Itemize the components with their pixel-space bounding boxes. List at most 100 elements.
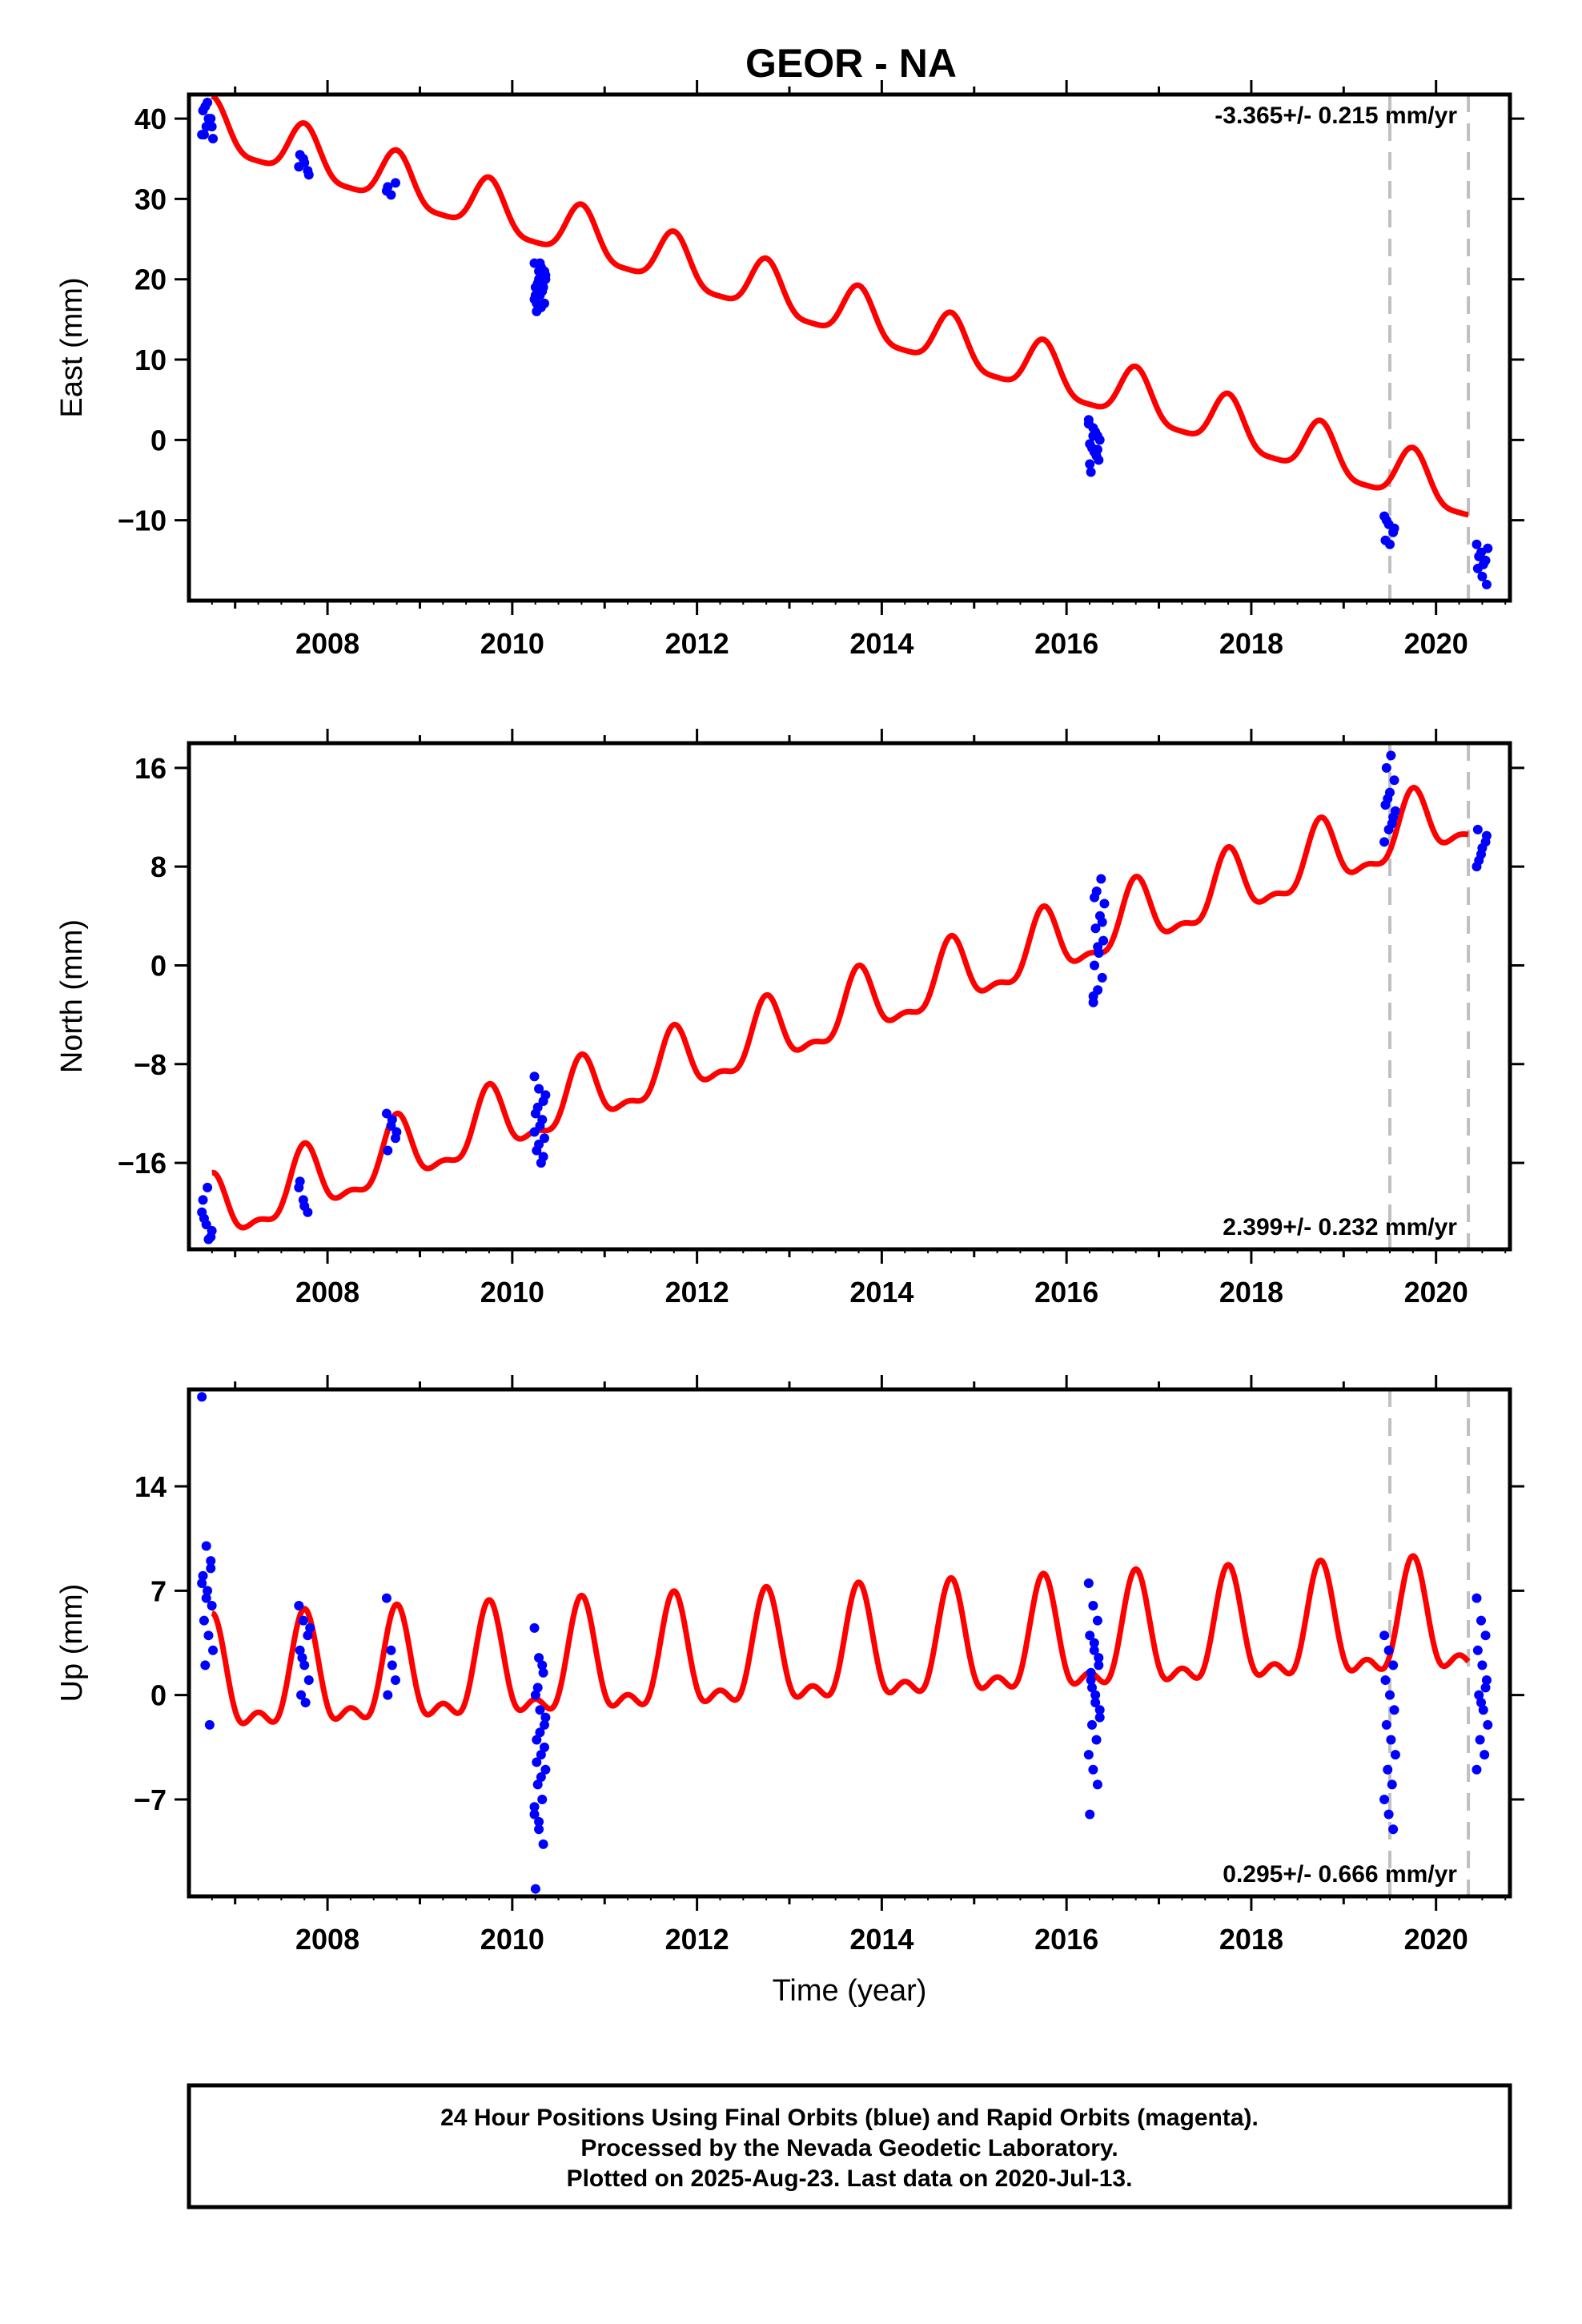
x-tick-label: 2018 <box>1219 627 1283 660</box>
x-tick-label: 2014 <box>849 1923 913 1956</box>
y-tick-label: −7 <box>134 1783 167 1816</box>
data-point <box>197 1392 207 1402</box>
x-tick-label: 2008 <box>295 1923 359 1956</box>
data-point <box>1476 1615 1486 1626</box>
data-point <box>203 114 214 124</box>
data-point <box>532 1735 542 1745</box>
data-point <box>305 1622 315 1633</box>
y-axis-label-east: East (mm) <box>55 277 89 417</box>
x-tick-label: 2016 <box>1034 1276 1098 1309</box>
data-point <box>1097 972 1107 983</box>
data-point <box>540 266 549 276</box>
data-point <box>1474 551 1484 561</box>
data-point <box>1480 1683 1491 1693</box>
data-point <box>1477 571 1488 581</box>
x-tick-label: 2012 <box>665 1276 729 1309</box>
data-point <box>534 1139 544 1149</box>
data-points <box>197 1392 1493 1894</box>
data-point <box>1390 1750 1400 1760</box>
data-point <box>1090 923 1101 934</box>
data-point <box>1472 539 1482 549</box>
data-point <box>1390 806 1400 816</box>
data-point <box>1383 1809 1394 1819</box>
rate-label-north: 2.399+/- 0.232 mm/yr <box>1223 1214 1457 1240</box>
data-point <box>1093 942 1103 952</box>
data-point <box>200 1660 211 1671</box>
footer-box: 24 Hour Positions Using Final Orbits (bl… <box>187 2083 1512 2209</box>
data-point <box>1094 1712 1105 1723</box>
data-point <box>1085 1630 1095 1641</box>
data-point <box>199 1213 209 1224</box>
data-point <box>303 1675 314 1686</box>
x-tick-label: 2008 <box>295 627 359 660</box>
data-point <box>303 1630 313 1641</box>
trend-layer <box>210 94 1471 518</box>
data-point <box>530 1884 540 1894</box>
data-point <box>1385 1690 1395 1700</box>
x-tick-label: 2012 <box>665 627 729 660</box>
y-tick-label: −16 <box>118 1147 167 1180</box>
data-point <box>1087 1719 1097 1730</box>
data-point <box>203 1586 213 1596</box>
data-point <box>1480 1630 1491 1641</box>
data-point <box>534 1816 544 1827</box>
data-point <box>534 1824 544 1835</box>
data-point <box>1083 1750 1094 1760</box>
trend-layer <box>210 785 1471 1231</box>
y-tick-label: −10 <box>118 505 167 537</box>
y-tick-label: 0 <box>151 1679 167 1712</box>
x-tick-label: 2018 <box>1219 1276 1283 1309</box>
data-point <box>1089 1638 1099 1648</box>
data-point <box>299 1201 310 1212</box>
data-point <box>1098 935 1109 946</box>
data-point <box>1481 830 1492 841</box>
data-point <box>536 1772 546 1783</box>
data-point <box>1483 543 1493 553</box>
panels: 2008 2010 2012 2014 2016 2018 2020403020100−10… <box>55 80 1524 2008</box>
data-point <box>199 130 209 140</box>
data-point <box>1086 1667 1096 1678</box>
data-point <box>538 1667 548 1678</box>
data-point <box>1381 1719 1391 1730</box>
data-point <box>381 1593 391 1603</box>
x-tick-label: 2014 <box>849 1276 913 1309</box>
data-point <box>534 1653 544 1663</box>
x-tick-label: 2010 <box>480 627 544 660</box>
rate-label-up: 0.295+/- 0.666 mm/yr <box>1223 1861 1457 1888</box>
data-point <box>391 178 400 188</box>
y-tick-label: −8 <box>134 1048 167 1081</box>
data-point <box>1386 1735 1396 1745</box>
data-point <box>1476 1697 1486 1707</box>
data-point <box>1385 539 1395 549</box>
data-point <box>1478 1705 1488 1715</box>
data-points <box>197 750 1492 1244</box>
y-tick-label: 14 <box>135 1470 167 1503</box>
data-point <box>1088 991 1098 1001</box>
data-point <box>1088 1764 1098 1775</box>
plot-frame <box>187 92 1512 603</box>
data-point <box>1379 1794 1390 1804</box>
data-point <box>1086 467 1096 477</box>
data-point <box>1474 855 1484 866</box>
data-point <box>535 1705 545 1715</box>
x-tick-label: 2020 <box>1404 627 1468 660</box>
y-tick-label: 16 <box>135 752 167 785</box>
data-point <box>387 1660 397 1671</box>
data-point <box>298 1615 308 1626</box>
data-point <box>207 122 217 132</box>
panel-east: 2008 2010 2012 2014 2016 2018 2020403020100−10… <box>55 80 1524 660</box>
data-point <box>303 170 314 180</box>
data-point <box>1483 1719 1493 1730</box>
data-point <box>1472 1645 1483 1655</box>
data-point <box>529 1622 540 1633</box>
data-point <box>1097 917 1107 927</box>
data-point <box>197 1578 207 1589</box>
data-point <box>1472 1764 1482 1775</box>
data-point <box>1085 459 1095 469</box>
data-point <box>540 1712 551 1723</box>
data-point <box>1379 837 1390 847</box>
chart-title: GEOR - NA <box>745 41 957 86</box>
data-point <box>1091 1735 1102 1745</box>
data-point <box>207 1225 217 1236</box>
